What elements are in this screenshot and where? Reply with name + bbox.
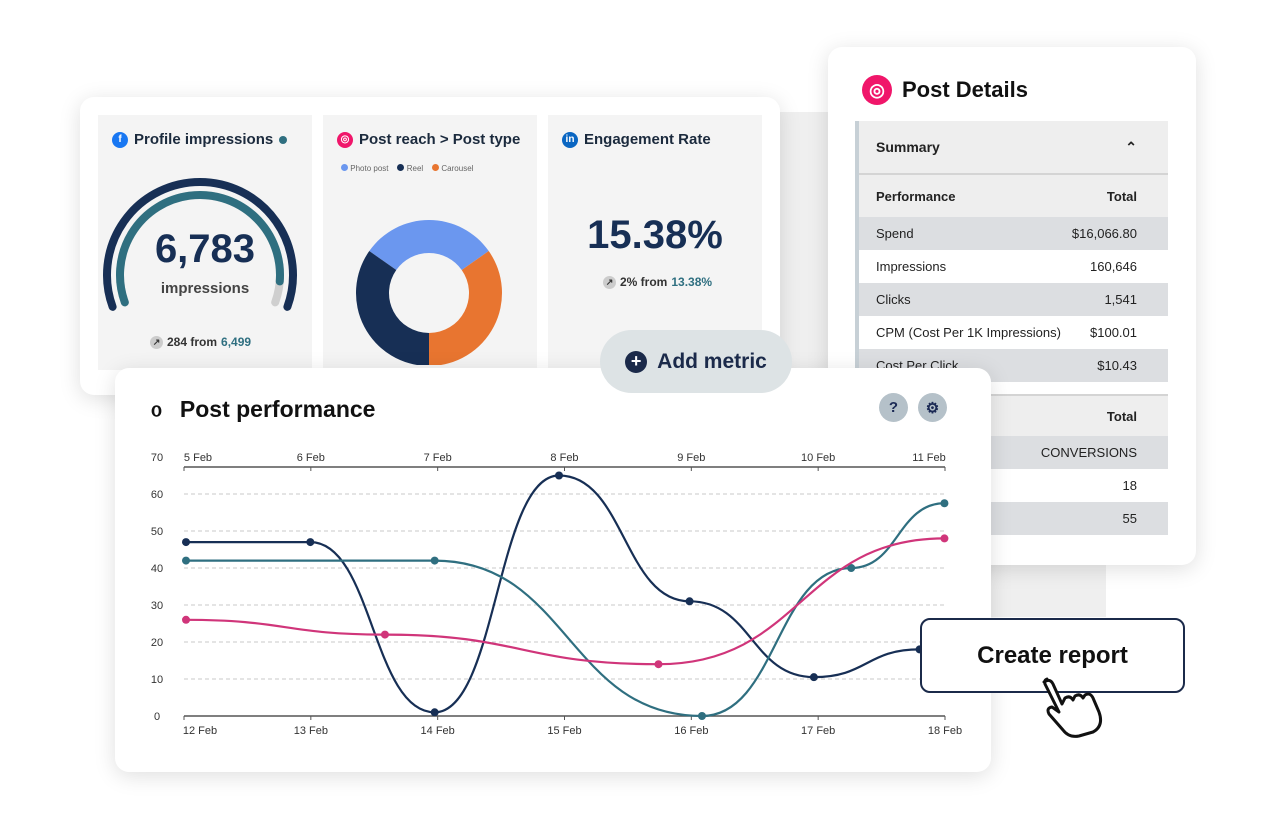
performance-icon: ᧐: [151, 396, 162, 421]
legend-reel: Reel: [397, 164, 423, 173]
data-point: [430, 708, 439, 717]
y-tick-label: 70: [151, 452, 163, 464]
data-point: [306, 538, 315, 547]
metrics-card: f Profile impressions 6,783 impressions ↗…: [80, 97, 780, 395]
y-tick-label: 60: [151, 489, 163, 501]
y-tick-label: 30: [151, 600, 163, 612]
widget-title: Engagement Rate: [584, 131, 711, 148]
donut-chart: [356, 220, 502, 365]
table-row: Spend $16,066.80: [859, 217, 1168, 250]
data-point: [940, 534, 949, 543]
x-tick-label-top: 8 Feb: [550, 452, 578, 464]
facebook-icon: f: [112, 131, 128, 148]
legend-photo-post: Photo post: [341, 164, 388, 173]
slice-photo-post: [369, 220, 489, 270]
data-point: [182, 538, 190, 547]
engagement-widget[interactable]: in Engagement Rate 15.38% ↗ 2% from 13.38%: [548, 115, 762, 370]
x-tick-label-bottom: 15 Feb: [547, 725, 581, 737]
x-tick-label-top: 10 Feb: [801, 452, 835, 464]
data-point: [847, 564, 856, 572]
data-point: [555, 471, 563, 480]
table-row: Clicks 1,541: [859, 283, 1168, 316]
create-report-button[interactable]: Create report: [920, 618, 1185, 693]
data-point: [697, 712, 706, 720]
change-text: 284 from: [167, 335, 218, 349]
help-button[interactable]: ?: [879, 393, 908, 422]
question-icon: ?: [888, 399, 899, 416]
instagram-icon: ◎: [337, 131, 353, 148]
trend-up-icon: ↗: [150, 335, 163, 349]
add-metric-button[interactable]: + Add metric: [600, 330, 792, 393]
data-point: [430, 556, 439, 565]
y-tick-label: 50: [151, 526, 163, 538]
post-reach-widget[interactable]: ◎ Post reach > Post type Photo post Reel …: [323, 115, 537, 370]
data-point: [685, 597, 694, 606]
data-point: [182, 556, 190, 565]
x-tick-label-bottom: 13 Feb: [294, 725, 328, 737]
settings-button[interactable]: ⚙: [918, 393, 947, 422]
data-point: [654, 660, 663, 669]
linkedin-icon: in: [562, 131, 578, 148]
hand-cursor-icon: [1042, 677, 1102, 738]
slice-reel: [356, 251, 429, 365]
panel-title: Post Details: [902, 77, 1028, 102]
x-tick-label-top: 9 Feb: [677, 452, 705, 464]
gauge-outer-arc: [103, 178, 297, 311]
line-chart: 0 10 20 30 40 50 60 70 12 Feb 13 Feb 14 Feb 15 Feb 1…: [151, 452, 962, 737]
column-header: Total: [1106, 188, 1137, 204]
y-tick-label: 20: [151, 637, 163, 649]
y-tick-label: 10: [151, 674, 163, 686]
data-point: [809, 673, 818, 682]
impressions-unit: impressions: [160, 280, 250, 297]
status-dot: [279, 135, 288, 144]
y-tick-label: 0: [154, 711, 160, 723]
engagement-value: 15.38%: [587, 213, 723, 257]
trend-up-icon: ↗: [603, 275, 616, 289]
chevron-up-icon: ⌃: [1125, 138, 1137, 155]
data-point: [182, 615, 190, 624]
previous-value: 13.38%: [671, 275, 713, 289]
legend-carousel: Carousel: [432, 164, 473, 173]
slice-carousel: [429, 251, 502, 365]
gear-icon: ⚙: [925, 399, 940, 417]
column-header: Performance: [876, 188, 956, 204]
instagram-icon: ◎: [862, 75, 892, 105]
gauge-fill-arc: [116, 191, 284, 307]
widget-title: Profile impressions: [134, 131, 274, 148]
x-tick-label-top: 5 Feb: [184, 452, 212, 464]
previous-value: 6,499: [221, 335, 252, 349]
table-row: CPM (Cost Per 1K Impressions) $100.01: [859, 316, 1168, 349]
series-line-2: [185, 537, 945, 666]
data-point: [940, 499, 949, 508]
profile-impressions-widget[interactable]: f Profile impressions 6,783 impressions ↗…: [98, 115, 312, 370]
data-point: [380, 630, 389, 639]
change-text: 2% from: [620, 275, 668, 289]
series-line-0: [186, 474, 920, 714]
post-performance-card: ᧐ Post performance ? ⚙ 0 10 20 30 40 50 60 70 12 …: [115, 368, 991, 772]
x-tick-label-bottom: 14 Feb: [421, 725, 455, 737]
series-line-1: [186, 502, 945, 718]
widget-title: Post reach > Post type: [359, 131, 521, 148]
x-tick-label-top: 6 Feb: [297, 452, 325, 464]
gauge: [103, 178, 297, 311]
y-tick-label: 40: [151, 563, 163, 575]
impressions-value: 6,783: [154, 227, 256, 271]
x-tick-label-top: 7 Feb: [424, 452, 452, 464]
x-tick-label-bottom: 12 Feb: [183, 725, 217, 737]
plus-icon: +: [625, 350, 648, 373]
x-tick-label-top: 11 Feb: [912, 452, 945, 464]
column-header: Total: [1106, 408, 1137, 424]
summary-toggle[interactable]: Summary ⌃: [859, 121, 1168, 175]
card-title: Post performance: [179, 396, 376, 422]
x-tick-label-bottom: 17 Feb: [801, 725, 835, 737]
x-tick-label-bottom: 16 Feb: [674, 725, 708, 737]
x-tick-label-bottom: 18 Feb: [928, 725, 962, 737]
table-row: Impressions 160,646: [859, 250, 1168, 283]
